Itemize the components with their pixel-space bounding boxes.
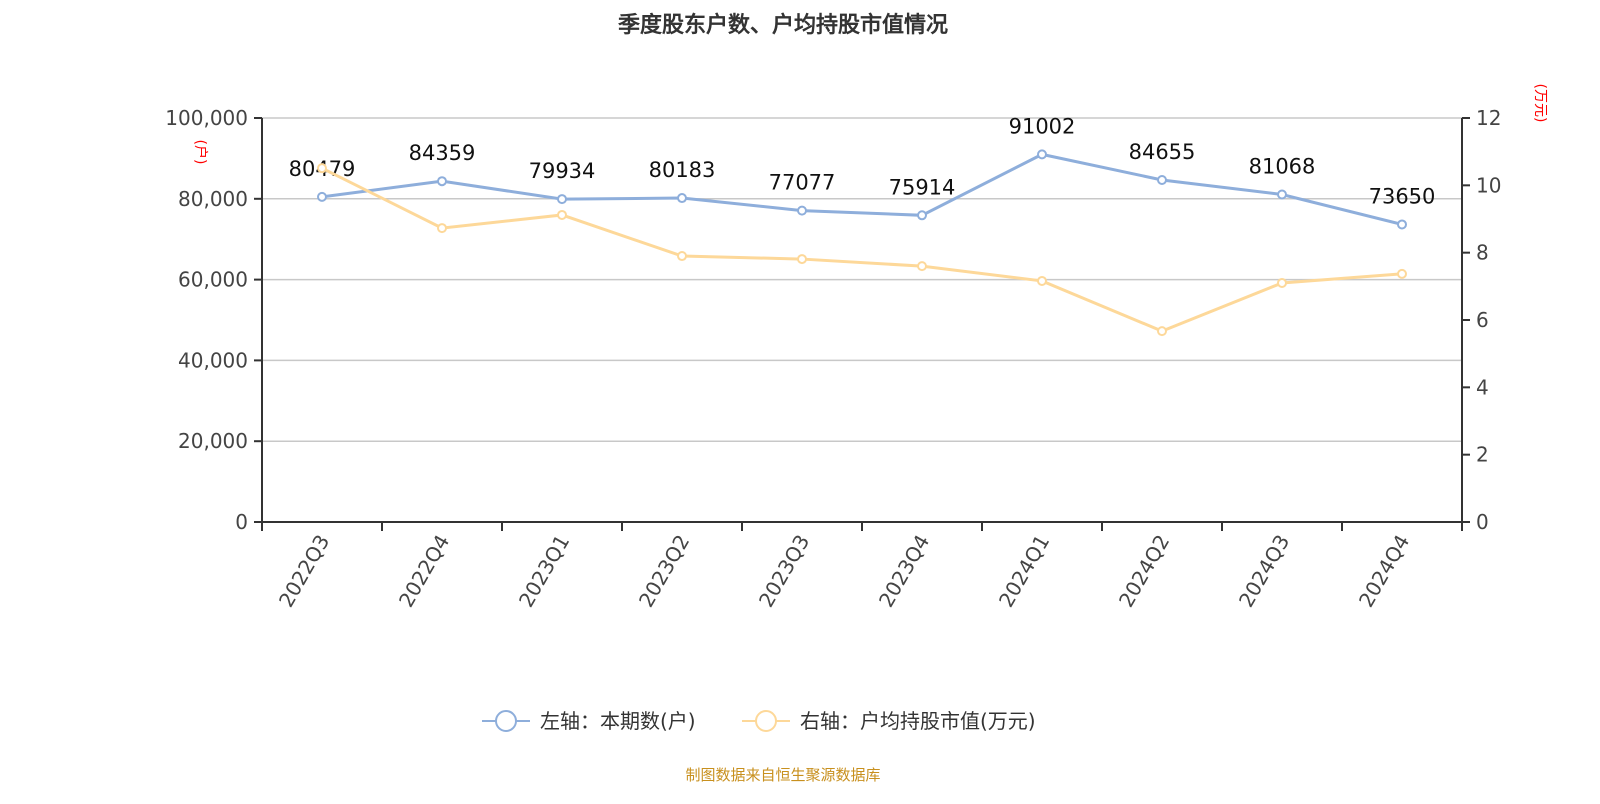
right-axis-tick-label: 12 (1476, 106, 1501, 130)
x-axis-tick-label: 2024Q3 (1234, 531, 1294, 612)
x-axis-tick-label: 2022Q3 (274, 531, 334, 612)
data-point-right (557, 209, 567, 220)
data-point-left (1157, 174, 1167, 185)
data-point-left (557, 194, 567, 205)
x-axis-tick-label: 2024Q4 (1354, 531, 1414, 612)
data-point-right (437, 223, 447, 234)
right-axis-tick-label: 10 (1476, 173, 1501, 197)
data-point-right (797, 254, 807, 265)
data-point-left (437, 176, 447, 187)
data-point-left (797, 205, 807, 216)
left-axis-tick-label: 0 (235, 510, 248, 534)
data-label: 79934 (529, 159, 596, 183)
data-label: 81068 (1249, 154, 1316, 178)
data-label: 80183 (649, 158, 716, 182)
data-point-right (1397, 268, 1407, 279)
left-axis-tick-label: 80,000 (178, 187, 248, 211)
data-point-right (917, 261, 927, 272)
left-axis-tick-label: 40,000 (178, 348, 248, 372)
data-label: 75914 (889, 175, 956, 199)
x-axis-tick-label: 2022Q4 (394, 531, 454, 612)
data-point-right (677, 251, 687, 262)
right-axis-tick-label: 6 (1476, 308, 1489, 332)
data-point-left (1397, 219, 1407, 230)
left-axis-tick-label: 20,000 (178, 429, 248, 453)
left-axis-tick-label: 60,000 (178, 268, 248, 292)
data-point-right (1277, 277, 1287, 288)
right-axis-tick-label: 0 (1476, 510, 1489, 534)
chart-title: 季度股东户数、户均持股市值情况 (618, 12, 948, 38)
legend-label: 左轴：本期数(户) (540, 709, 696, 733)
legend: 左轴：本期数(户) 右轴：户均持股市值(万元) (482, 709, 1036, 733)
right-axis-tick-label: 4 (1476, 375, 1489, 399)
x-axis-tick-label: 2024Q2 (1114, 531, 1174, 612)
data-label: 73650 (1369, 184, 1436, 208)
data-point-left (1037, 149, 1047, 160)
left-axis-tick-label: 100,000 (165, 106, 248, 130)
source-note: 制图数据来自恒生聚源数据库 (685, 766, 880, 784)
data-point-left (677, 193, 687, 204)
right-axis-tick-label: 2 (1476, 443, 1489, 467)
left-axis-label: (户) (192, 140, 209, 165)
data-point-right (1157, 326, 1167, 337)
legend-marker-icon (495, 710, 517, 732)
right-axis-tick-label: 8 (1476, 241, 1489, 265)
right-axis-label: (万元) (1532, 84, 1548, 123)
x-axis-tick-label: 2023Q1 (514, 531, 574, 612)
data-label: 77077 (769, 171, 836, 195)
legend-marker-icon (755, 710, 777, 732)
data-point-right (1037, 275, 1047, 286)
legend-label: 右轴：户均持股市值(万元) (800, 709, 1036, 733)
x-axis-tick-label: 2023Q3 (754, 531, 814, 612)
x-axis-tick-label: 2023Q4 (874, 531, 934, 612)
data-point-left (317, 191, 327, 202)
series-line-right (321, 166, 1403, 333)
x-axis-tick-label: 2023Q2 (634, 531, 694, 612)
x-axis-tick-label: 2024Q1 (994, 531, 1054, 612)
series-line-left (321, 152, 1403, 226)
data-label: 84359 (409, 141, 476, 165)
data-point-right (317, 163, 327, 174)
data-label: 84655 (1129, 140, 1196, 164)
data-point-left (917, 210, 927, 221)
data-label: 91002 (1009, 114, 1076, 138)
data-point-left (1277, 189, 1287, 200)
